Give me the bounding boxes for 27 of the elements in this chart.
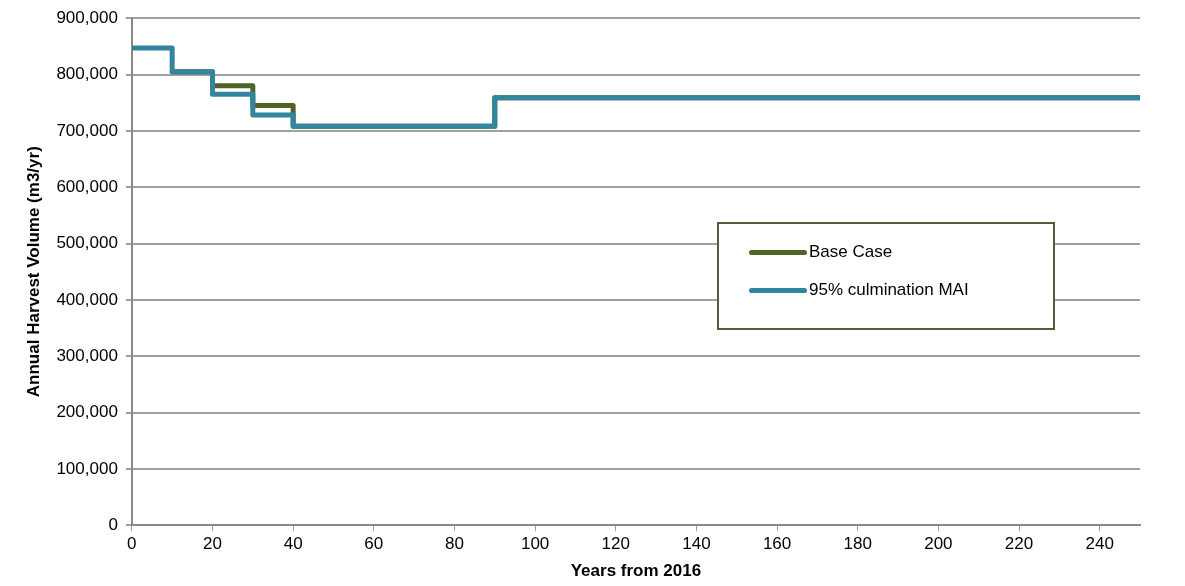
y-tick-label: 500,000	[56, 233, 118, 253]
y-tick-label: 300,000	[56, 345, 118, 365]
y-tick-label: 800,000	[56, 64, 118, 84]
x-axis-title: Years from 2016	[570, 561, 702, 581]
x-tick-label: 180	[843, 534, 872, 554]
y-tick-label: 600,000	[56, 176, 118, 196]
x-tick-label: 60	[364, 534, 384, 554]
x-tick-label: 20	[203, 534, 222, 554]
y-tick-label: 200,000	[56, 402, 118, 422]
y-tick-label: 700,000	[56, 120, 118, 140]
x-tick-label: 120	[601, 534, 630, 554]
legend-label: Base Case	[809, 242, 893, 262]
x-tick-label: 220	[1004, 534, 1034, 554]
y-tick-label: 0	[108, 514, 118, 534]
x-tick-label: 200	[924, 534, 953, 554]
y-tick-label: 100,000	[56, 458, 118, 478]
y-tick-label: 400,000	[56, 289, 118, 309]
x-tick-label: 100	[520, 534, 550, 554]
x-tick-label: 140	[682, 534, 711, 554]
x-tick-label: 40	[283, 534, 303, 554]
legend-label: 95% culmination MAI	[809, 280, 969, 300]
y-axis-title: Annual Harvest Volume (m3/yr)	[23, 146, 43, 398]
y-tick-label: 900,000	[56, 7, 118, 27]
x-tick-label: 80	[445, 534, 464, 554]
x-tick-label: 160	[762, 534, 792, 554]
x-tick-label: 240	[1085, 534, 1114, 554]
x-tick-label: 0	[127, 534, 137, 554]
